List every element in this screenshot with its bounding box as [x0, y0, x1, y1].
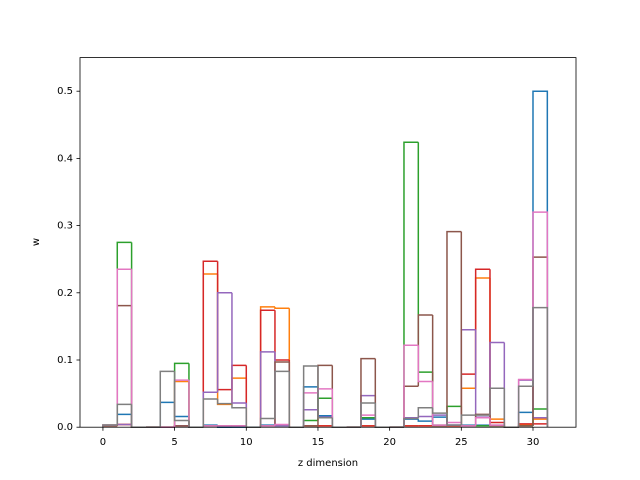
histogram-step	[259, 417, 275, 428]
histogram-step	[202, 398, 218, 428]
histogram-step	[446, 230, 462, 426]
x-tick-label: 25	[455, 437, 468, 448]
x-tick-label: 0	[100, 437, 106, 448]
y-tick-label: 0.3	[57, 221, 73, 232]
histogram-step	[417, 406, 433, 419]
histogram-step	[216, 398, 232, 405]
histogram-step	[360, 402, 376, 428]
histogram-step	[202, 260, 218, 428]
x-tick-label: 20	[383, 437, 396, 448]
histogram-step	[216, 292, 232, 393]
histogram-step	[173, 371, 189, 422]
x-tick-label: 10	[240, 437, 253, 448]
histogram-step	[159, 370, 175, 428]
y-tick-label: 0.0	[57, 422, 73, 433]
histogram-step	[489, 417, 505, 426]
histogram-step	[116, 423, 132, 426]
histogram-step	[517, 385, 533, 428]
histogram-step	[489, 387, 505, 416]
histogram-step	[460, 414, 476, 426]
histogram-step	[274, 306, 290, 310]
y-tick-label: 0.2	[57, 288, 73, 299]
x-tick-label: 15	[312, 437, 325, 448]
histogram-step	[403, 417, 419, 428]
histogram-step	[403, 344, 419, 428]
x-tick-label: 30	[527, 437, 540, 448]
histogram-step	[474, 417, 490, 426]
y-tick-label: 0.4	[57, 153, 73, 164]
histogram-step	[302, 365, 318, 428]
axes-frame	[79, 57, 577, 428]
histogram-step	[274, 370, 290, 419]
histogram-step	[446, 413, 462, 426]
y-tick-label: 0.1	[57, 355, 73, 366]
histogram-step	[431, 381, 447, 426]
histogram-step	[259, 351, 275, 428]
histogram-step	[532, 306, 549, 428]
histogram-step	[317, 366, 333, 419]
histogram-step	[417, 345, 433, 383]
x-axis-label: z dimension	[298, 458, 358, 469]
histogram-step	[102, 424, 118, 428]
histogram-step	[274, 423, 290, 426]
histogram-step	[431, 407, 447, 414]
histogram-step	[116, 268, 132, 426]
histogram-step	[417, 419, 433, 422]
y-tick-label: 0.5	[57, 86, 73, 97]
histogram-step	[116, 403, 132, 426]
histogram-step	[231, 292, 247, 404]
histogram-step	[403, 141, 419, 428]
x-tick-label: 5	[171, 437, 177, 448]
y-axis-label: w	[31, 238, 42, 246]
histogram-step	[231, 403, 247, 409]
